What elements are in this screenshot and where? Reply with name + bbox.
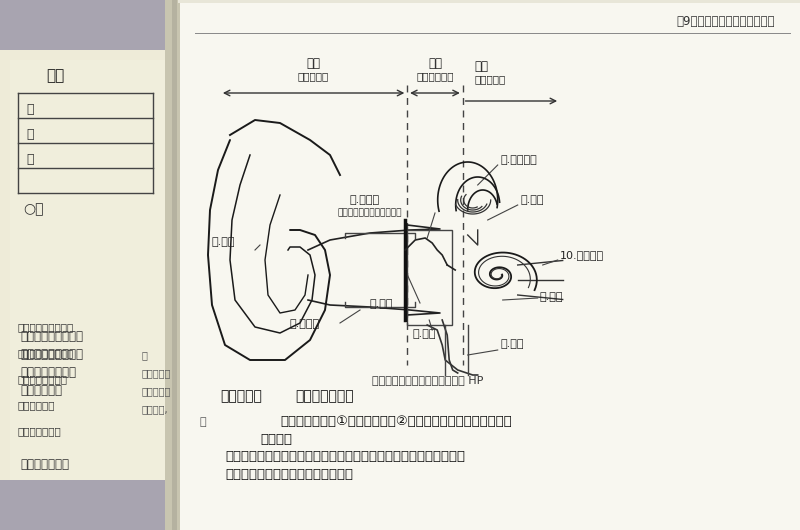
Text: （がいじ）: （がいじ）: [298, 71, 330, 81]
Text: 鈿: 鈿: [142, 350, 148, 360]
Text: 路を経由して，大: 路を経由して，大: [18, 374, 68, 384]
Text: や先天性風疹症: や先天性風疹症: [18, 426, 62, 436]
Text: ４.鼓室: ４.鼓室: [412, 329, 436, 339]
Bar: [165, 0, 180, 530]
Text: 障害部位により①伝音性難聴と②感音性難聴に分けられます。: 障害部位により①伝音性難聴と②感音性難聴に分けられます。: [280, 415, 512, 428]
Text: １.耳介: １.耳介: [212, 237, 235, 247]
Bar: [407, 230, 452, 325]
Bar: [178, 0, 800, 3]
Bar: [172, 0, 177, 530]
Text: 題があり，音波や振動が内耳まで（: 題があり，音波や振動が内耳まで（: [225, 468, 353, 481]
Text: 語性難聴: 語性難聴: [260, 433, 292, 446]
Text: 10.蝸牛神経: 10.蝸牛神経: [560, 250, 604, 260]
Bar: [178, 0, 800, 530]
Text: （ないじ）: （ないじ）: [474, 74, 506, 84]
Bar: [10, 60, 165, 480]
Text: 聴: 聴: [26, 153, 34, 166]
Text: 表９－８に示してあ: 表９－８に示してあ: [18, 322, 74, 332]
Text: ６.耳管: ６.耳管: [501, 339, 524, 349]
Text: 分類: 分類: [46, 68, 64, 83]
Text: 鎚（耳介と: 鎚（耳介と: [142, 386, 171, 396]
Text: 伝言性難聴: 伝言性難聴: [142, 368, 171, 378]
Text: れ，聞こえて: れ，聞こえて: [20, 384, 62, 397]
Text: ９.前庭: ９.前庭: [521, 195, 544, 205]
Text: 図表９－８: 図表９－８: [220, 389, 262, 403]
Text: 中耳: 中耳: [428, 57, 442, 70]
Text: れ，聞こえて: れ，聞こえて: [18, 400, 55, 410]
Text: 第9章　各障害の理解ポイント: 第9章 各障害の理解ポイント: [677, 15, 775, 28]
Text: 路を経由して，大: 路を経由して，大: [20, 366, 76, 379]
Text: ８.三半規管: ８.三半規管: [501, 155, 538, 165]
Text: 表９－８に示してあ: 表９－８に示してあ: [20, 330, 83, 343]
Text: 聴: 聴: [26, 128, 34, 141]
Text: 伝わり，鼓膜の振動: 伝わり，鼓膜の振動: [18, 348, 74, 358]
Text: 外耳: 外耳: [306, 57, 321, 70]
Text: （ちゅうじ）: （ちゅうじ）: [416, 71, 454, 81]
Text: ５.耳小骨: ５.耳小骨: [350, 195, 380, 205]
Text: や先天性風疹症: や先天性風疹症: [20, 458, 69, 471]
Text: 出典：シニアのあんしん相談室 HP: 出典：シニアのあんしん相談室 HP: [371, 375, 483, 385]
Text: （耳介と外耳道）と中耳（鼓膜と３つの耳小骨）のいずれかの部位: （耳介と外耳道）と中耳（鼓膜と３つの耳小骨）のいずれかの部位: [225, 450, 465, 463]
Text: 内耳: 内耳: [474, 60, 489, 73]
Text: 伝わり，鼓膜の振動: 伝わり，鼓膜の振動: [20, 348, 83, 361]
Text: ７.蝸牛: ７.蝸牛: [540, 292, 563, 302]
Text: 聴覚器官の構造: 聴覚器官の構造: [295, 389, 354, 403]
Text: ３.鼓膜: ３.鼓膜: [370, 299, 394, 309]
Text: ○）: ○）: [23, 202, 43, 216]
Polygon shape: [0, 0, 175, 530]
Text: ２.外耳道: ２.外耳道: [290, 319, 320, 329]
Text: 聴: 聴: [26, 103, 34, 116]
Text: 題があり,: 題があり,: [142, 404, 169, 414]
Text: （ツチ・キヌタ・アブミ）: （ツチ・キヌタ・アブミ）: [338, 208, 402, 217]
Text: 鈿: 鈿: [200, 417, 206, 427]
